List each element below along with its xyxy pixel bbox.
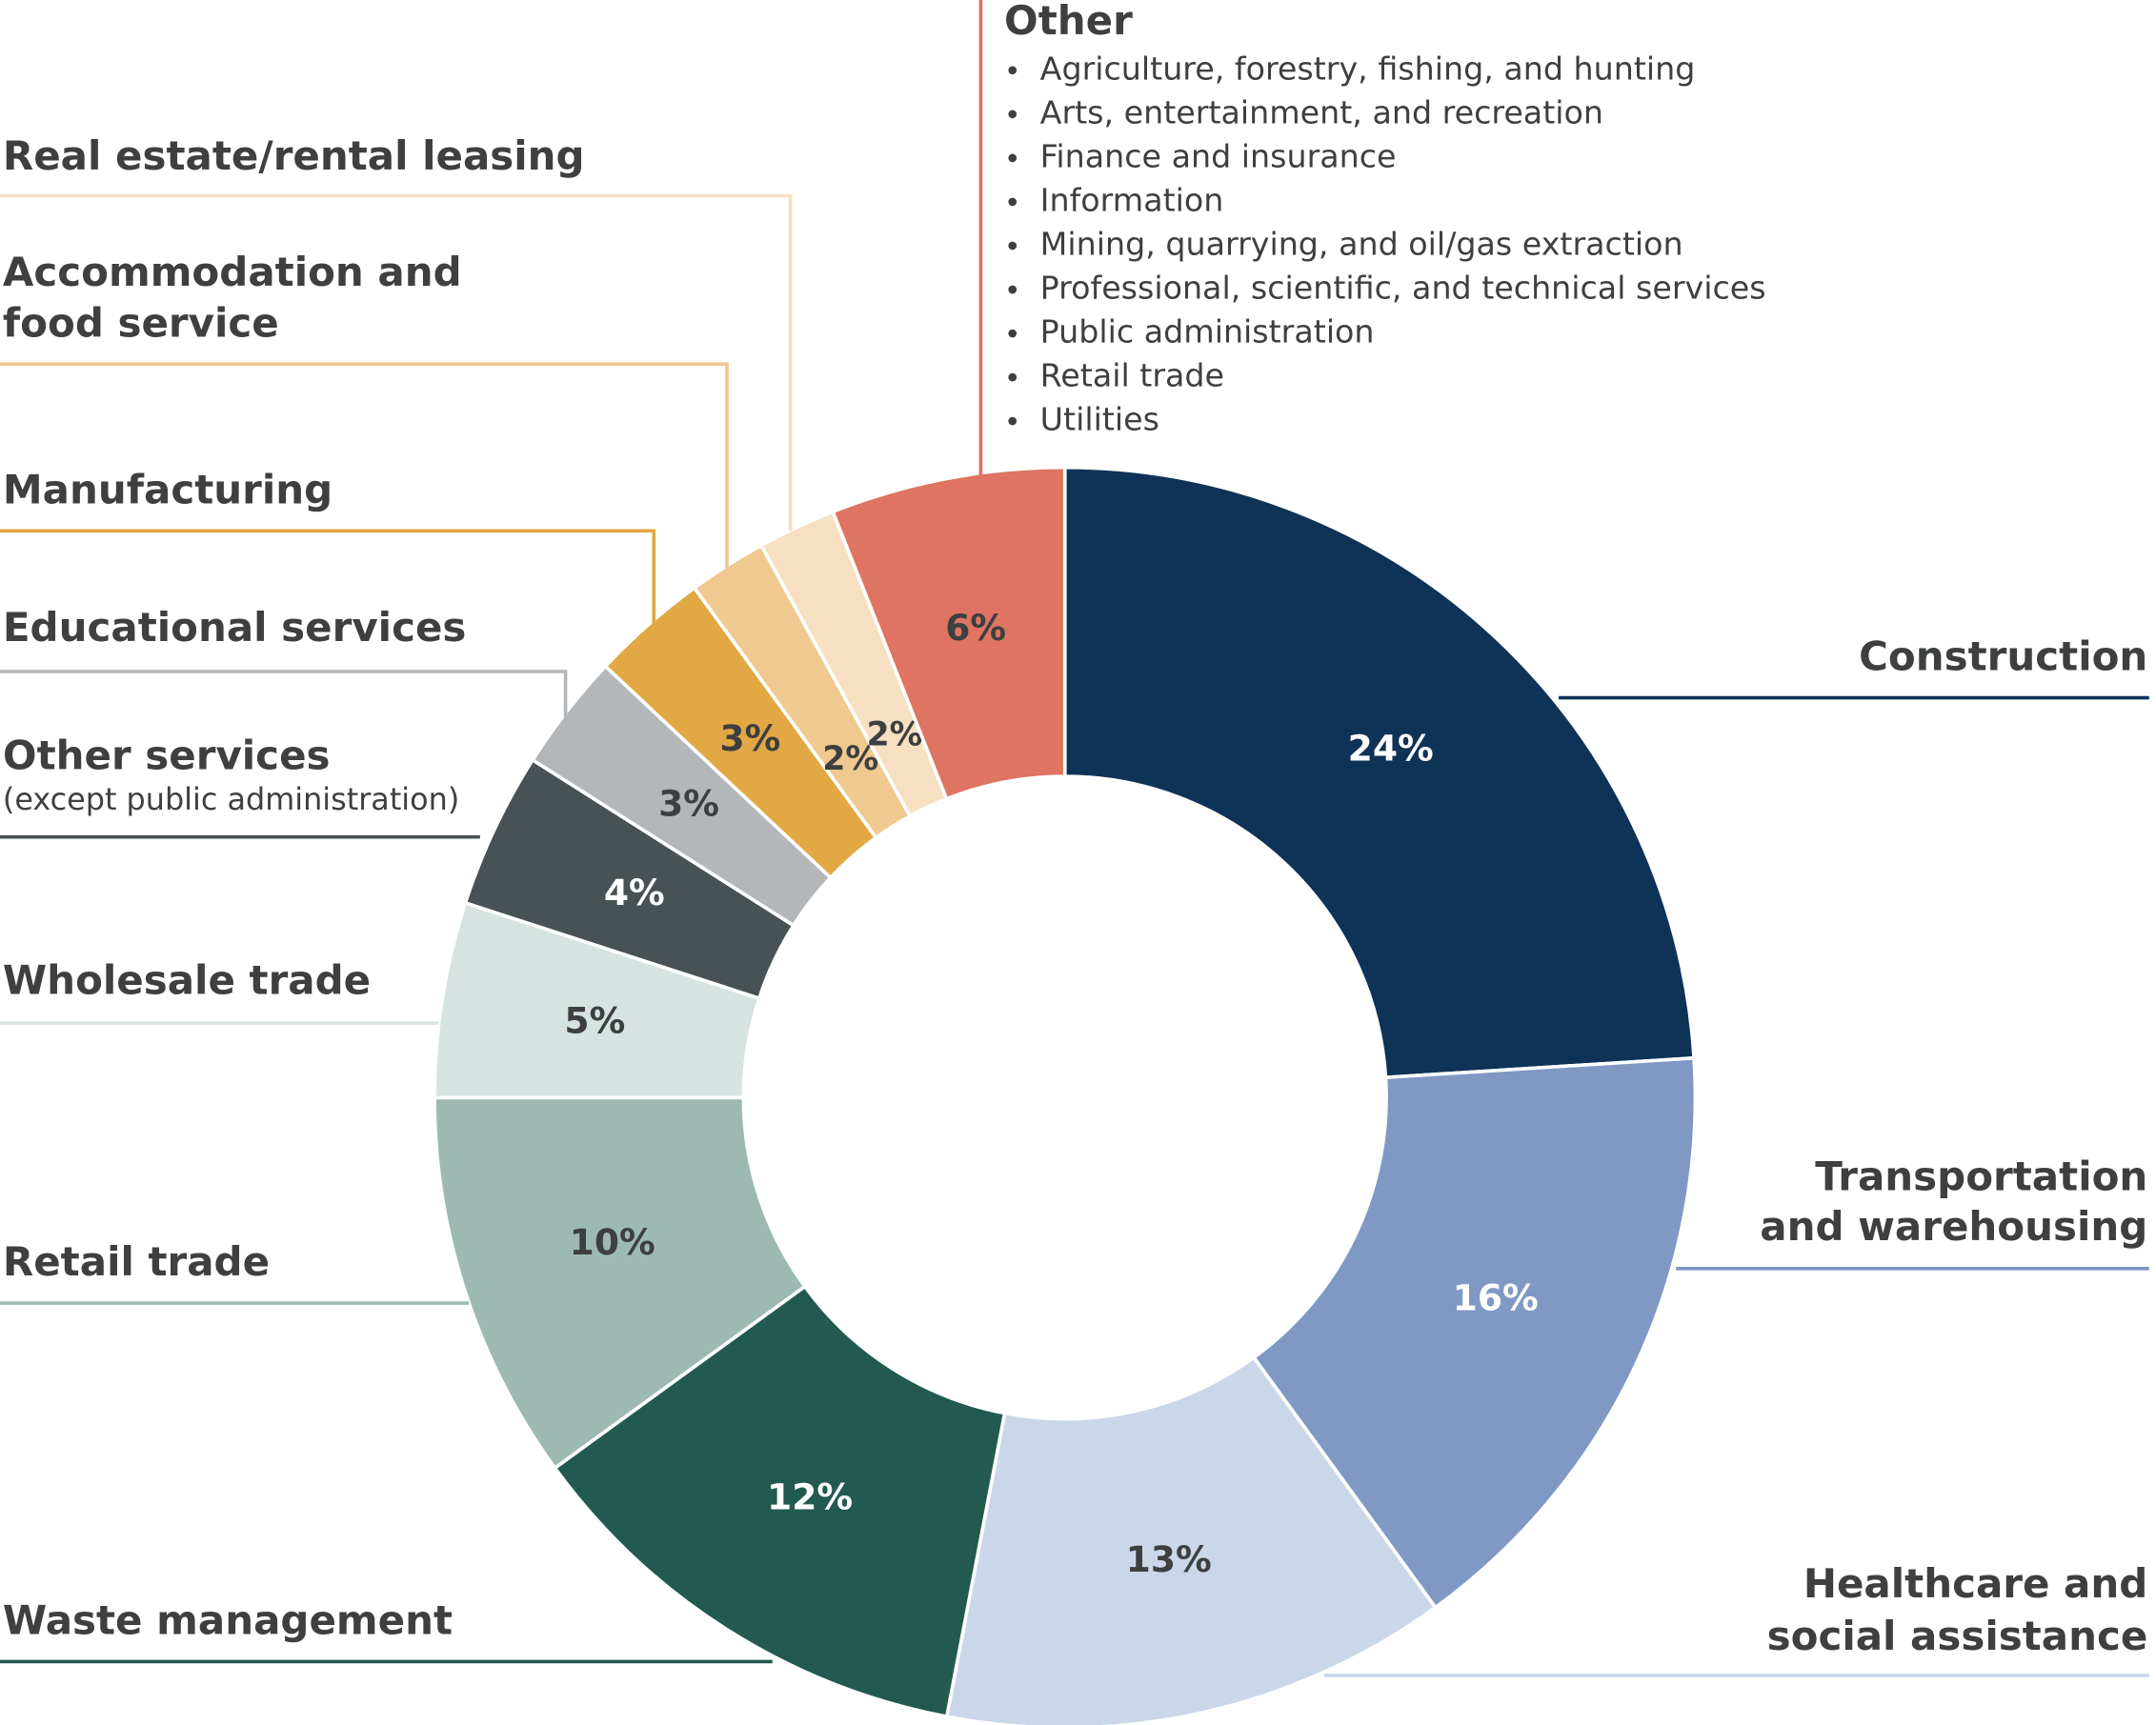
category-label: Transportation and warehousing [1760,1153,2147,1249]
donut-slice [830,465,1067,802]
value-label: 13% [1126,1538,1212,1580]
other-item: Information [1040,181,1224,218]
value-label: 4% [604,872,665,913]
other-item: Mining, quarrying, and oil/gas extractio… [1040,225,1683,262]
category-label: Construction [1859,632,2147,679]
other-item: Finance and insurance [1040,137,1397,174]
bullet [1008,329,1018,338]
category-label: Healthcare and social assistance [1767,1559,2148,1658]
donut-slice [433,1095,808,1471]
value-label: 12% [767,1476,853,1518]
category-label: Other [1004,0,1133,44]
value-label: 10% [570,1221,655,1263]
category-label: Other services [3,732,331,779]
donut-slice [944,1354,1439,1725]
donut-slice [552,1284,1007,1719]
category-label: Accommodation and food service [3,249,462,347]
value-label: 16% [1453,1276,1539,1318]
leader-line [0,529,656,628]
other-item: Utilities [1040,401,1159,438]
category-label: Real estate/rental leasing [3,132,585,179]
leader-line [0,362,729,569]
leader-line [0,670,568,717]
other-item: Retail trade [1040,357,1224,394]
value-label: 24% [1348,728,1434,770]
bullet [1008,285,1018,294]
bullet [1008,153,1018,163]
bullet [1008,66,1018,75]
category-label: Retail trade [3,1238,270,1285]
bullet [1008,372,1018,382]
value-label: 6% [945,607,1006,649]
category-label: Waste management [3,1596,453,1643]
category-label: Educational services [3,604,467,651]
value-label: 3% [719,717,780,759]
bullet [1008,197,1018,207]
donut-slice [1062,465,1697,1080]
donut-slice [1251,1055,1698,1611]
category-label: Wholesale trade [3,957,371,1004]
value-label: 3% [658,783,719,825]
category-note: (except public administration) [3,781,459,817]
category-label: Manufacturing [3,466,332,512]
value-label: 5% [564,1000,625,1042]
other-item: Professional, scientific, and technical … [1040,270,1766,307]
bullet [1008,241,1018,251]
value-label: 2% [866,715,922,753]
bullet [1008,110,1018,119]
leader-line [0,193,793,532]
other-item: Arts, entertainment, and recreation [1040,93,1603,130]
bullet [1008,416,1018,426]
other-item: Public administration [1040,313,1375,351]
value-label: 2% [822,740,878,778]
other-item: Agriculture, forestry, fishing, and hunt… [1040,50,1696,87]
